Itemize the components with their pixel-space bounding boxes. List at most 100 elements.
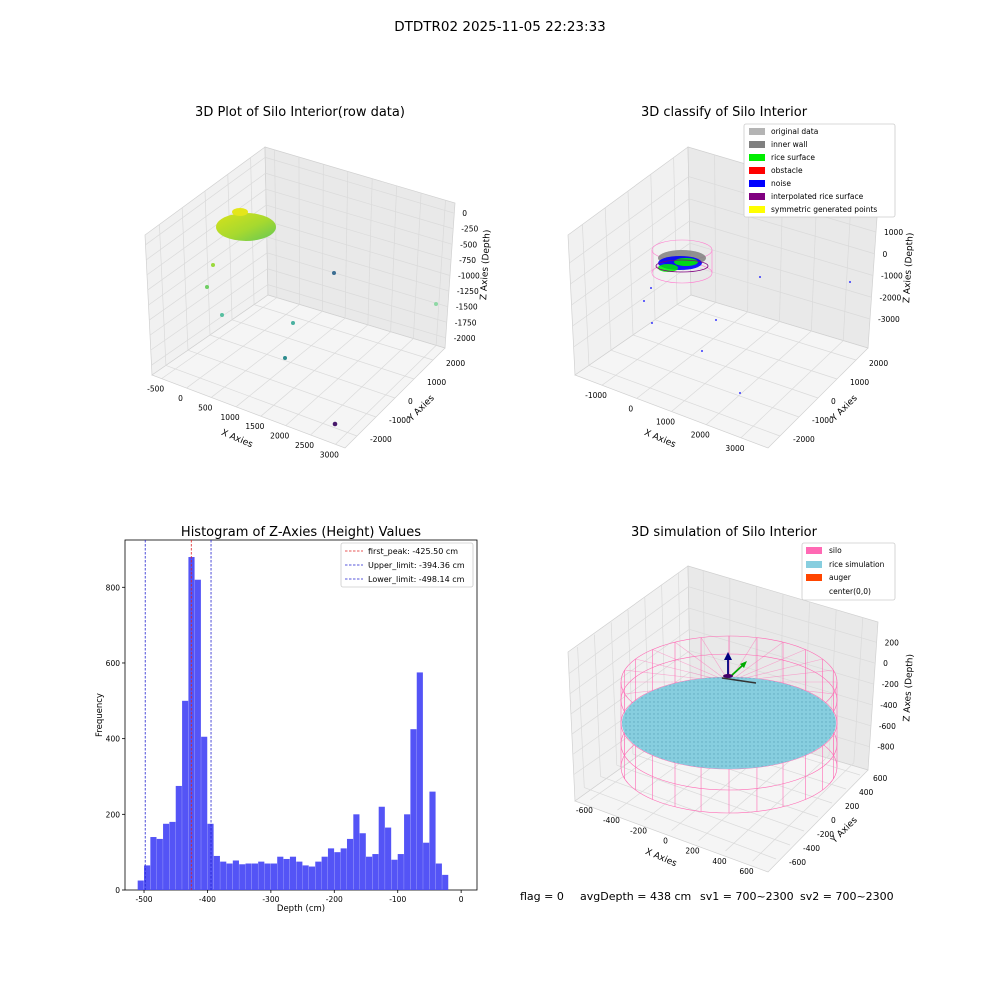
p3-y-tick-label: 800: [106, 583, 121, 592]
p1-x-tick-label: 2500: [295, 441, 314, 450]
p4-z-ticks: 200 0 -200 -400 -600 -800: [877, 638, 899, 751]
p1-y-grid: [209, 334, 396, 399]
p4-legend-swatch-auger: [806, 574, 822, 581]
p4-y-grid-back: [610, 622, 618, 766]
p4-z-grid-left: [571, 650, 690, 735]
p1-y-ticks: -2000 -1000 0 1000 2000: [370, 359, 465, 444]
p4-legend-rice: rice simulation: [829, 560, 885, 569]
p1-z-grid-left: [146, 188, 267, 276]
p2-legend-obstacle: obstacle: [771, 166, 803, 175]
p3-bar: [378, 806, 385, 890]
p3-bar: [188, 557, 195, 890]
p4-rice-texture: [622, 677, 836, 769]
p3-bar: [308, 866, 316, 890]
p2-y-tick-label: -2000: [793, 435, 815, 444]
p3-bar: [283, 858, 290, 890]
p3-bar: [372, 854, 379, 890]
p3-y-tick-label: 0: [115, 886, 120, 895]
p1-data-point: [434, 302, 438, 306]
p1-z-grid-left: [149, 236, 268, 321]
p3-bar: [226, 863, 233, 890]
p1-z-tick-label: -1250: [457, 287, 479, 296]
p2-x-tick-label: 0: [628, 404, 633, 413]
panel-classify-3d: 3D classify of Silo Interior -1000 0 1000 2…: [567, 105, 916, 453]
p3-y-tick-label: 400: [106, 735, 121, 744]
p3-bar: [321, 856, 328, 890]
p1-y-tick-label: -2000: [370, 435, 392, 444]
p3-xlabel: Depth (cm): [277, 904, 325, 914]
p2-z-tick-label: 1000: [884, 228, 903, 237]
p1-y-tick-label: 0: [408, 397, 413, 406]
p2-y-tick-label: 2000: [869, 359, 888, 368]
p1-z-ticks: 0 -250 -500 -750 -1000 -1250 -1500 -1750 -2000: [454, 209, 480, 343]
p1-data-point: [211, 263, 215, 267]
p4-silo-spoke: [652, 649, 730, 683]
p3-bar: [258, 861, 265, 890]
p2-x-ticks: -1000 0 1000 2000 3000: [585, 391, 745, 453]
p2-legend-rice-surface: rice surface: [771, 153, 815, 162]
p4-silo-spoke: [674, 641, 730, 683]
p4-zlabel: Z Axes (Depth): [902, 654, 916, 722]
p3-x-tick-label: -400: [199, 895, 216, 904]
p2-z-grid: [689, 242, 872, 298]
p1-x-tick-label: 2000: [270, 432, 289, 441]
p2-legend-swatch-obstacle: [749, 167, 765, 174]
p2-z-tick-label: -2000: [880, 293, 902, 302]
footer-flag: flag = 0: [520, 890, 564, 903]
p1-data-point: [205, 285, 209, 289]
p1-data-point: [332, 271, 336, 275]
p1-z-grid-left: [150, 268, 268, 351]
p1-points: [205, 208, 438, 427]
p4-x-tick-label: -600: [576, 806, 593, 815]
p2-title: 3D classify of Silo Interior: [641, 105, 808, 120]
p3-bar: [423, 842, 430, 890]
p3-bar: [245, 863, 252, 890]
p2-z-ticks: 1000 0 -1000 -2000 -3000: [878, 228, 903, 324]
p3-bar: [327, 848, 335, 890]
p3-bar: [163, 823, 170, 890]
p3-bar: [251, 863, 258, 890]
p4-z-tick-label: -400: [880, 701, 897, 710]
p3-bar: [334, 852, 341, 890]
p3-bar: [366, 856, 373, 890]
p1-z-grid: [267, 252, 448, 308]
footer-sv1: sv1 = 700~2300: [700, 890, 794, 903]
p4-silo-spoke: [728, 649, 806, 683]
p2-z-grid-left: [571, 220, 690, 306]
p1-z-tick-label: -1500: [456, 303, 478, 312]
p1-z-tick-label: 0: [462, 209, 467, 218]
p4-y-tick-label: 600: [873, 774, 888, 783]
p1-x-tick-label: -500: [147, 385, 164, 394]
p1-rice-peak: [232, 208, 248, 216]
p3-bar: [391, 859, 398, 890]
p2-legend-inner-wall: inner wall: [771, 140, 808, 149]
p3-legend-first-peak: first_peak: -425.50 cm: [368, 547, 458, 556]
p4-legend-swatch-rice: [806, 561, 822, 568]
p3-bar: [416, 672, 423, 890]
p3-bar: [201, 736, 208, 890]
p4-xlabel: X Axies: [644, 847, 679, 869]
p1-y-grid: [165, 365, 358, 437]
p4-auger: [721, 652, 757, 684]
p4-y-grid-back: [594, 634, 601, 777]
p3-bar: [289, 856, 297, 890]
p4-z-grid: [689, 629, 874, 685]
p3-bar: [239, 864, 246, 890]
p3-y-ticks: 0 200 400 600 800: [106, 583, 125, 895]
p3-ylabel: Frequency: [95, 693, 105, 737]
p3-bar: [213, 855, 220, 890]
p4-z-grid: [688, 586, 877, 643]
p1-x-ticks: -500 0 500 1000 1500 2000 2500 3000: [147, 385, 339, 460]
p3-x-tick-label: -200: [326, 895, 343, 904]
p2-x-tick-label: 3000: [725, 444, 744, 453]
p3-x-tick-label: -100: [389, 895, 406, 904]
p4-legend: silo rice simulation auger center(0,0): [801, 542, 896, 601]
p3-bar: [220, 861, 227, 890]
p1-z-grid: [265, 172, 454, 230]
p3-legend-upper: Upper_limit: -394.36 cm: [368, 561, 465, 570]
p3-title: Histogram of Z-Axies (Height) Values: [181, 525, 421, 540]
p3-bar: [207, 823, 214, 890]
p3-x-tick-label: -500: [136, 895, 153, 904]
p2-y-grid: [632, 334, 819, 399]
